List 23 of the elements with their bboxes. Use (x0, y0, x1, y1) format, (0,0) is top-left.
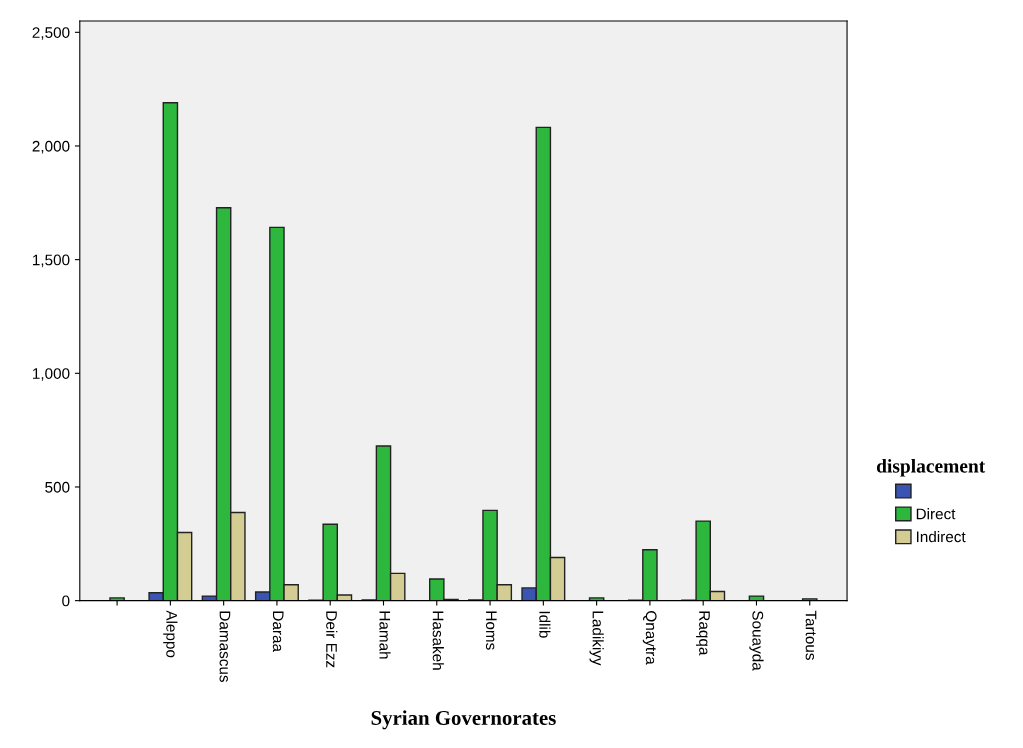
legend-label: Direct (916, 508, 956, 520)
x-tick-label: Damascus (219, 611, 231, 682)
x-tick-label: Raqqa (696, 611, 710, 656)
y-tick-label: 2,000 (32, 140, 70, 154)
legend-title: displacement (876, 458, 986, 477)
x-tick-label: Aleppo (163, 610, 178, 658)
x-tick-label: Qnaytra (642, 611, 657, 665)
x-tick-label: Hasakeh (432, 611, 444, 670)
x-tick-label: Souayda (749, 611, 764, 671)
x-tick-label: Daraa (272, 611, 284, 652)
legend-label: Indirect (916, 530, 966, 543)
x-tick-label: Homs (485, 611, 497, 650)
x-tick-label: Idlib (539, 611, 551, 638)
y-tick-label: 1,000 (33, 368, 70, 381)
y-tick-label: 500 (45, 481, 70, 493)
x-tick-label: Ladikiyy (589, 611, 604, 666)
y-tick-label: 0 (62, 595, 70, 607)
y-tick-label: 1,500 (33, 254, 70, 268)
x-tick-label: Deir Ezz (326, 611, 338, 668)
x-tick-label: Hamah (379, 611, 391, 659)
x-axis-title: Syrian Governorates (371, 710, 556, 730)
y-tick-label: 2,500 (32, 27, 70, 40)
x-tick-label: Tartous (805, 610, 817, 660)
